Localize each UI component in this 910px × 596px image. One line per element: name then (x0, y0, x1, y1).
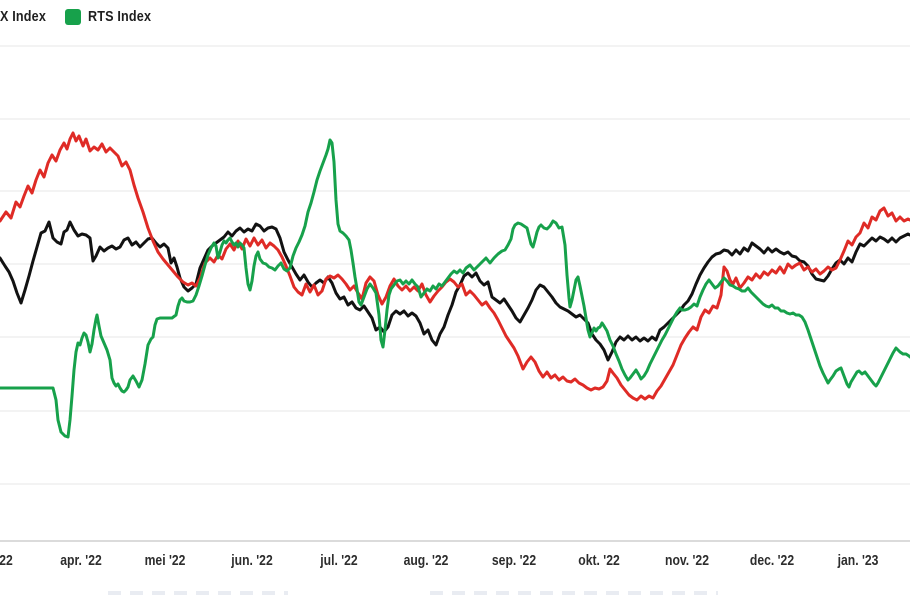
x-tick-label: jan. '23 (837, 553, 879, 569)
legend-label-x-index: X Index (0, 8, 46, 25)
x-tick-label: 22 (0, 553, 13, 569)
legend-item-rts-index[interactable]: RTS Index (64, 8, 163, 25)
legend-item-x-index[interactable]: X Index (0, 8, 55, 25)
x-tick-label: okt. '22 (578, 553, 620, 569)
legend: X Index RTS Index (0, 8, 163, 25)
cropped-caption-remnant (430, 591, 718, 595)
x-axis: 22 apr. '22 mei '22 jun. '22 jul. '22 aug. '2… (0, 553, 910, 575)
series-line-rts-index[interactable] (0, 138, 910, 439)
x-tick-label: mei '22 (144, 553, 186, 569)
series-line-x-index[interactable] (0, 131, 910, 402)
x-tick-label: sep. '22 (491, 553, 537, 569)
legend-swatch-rts-icon (64, 8, 81, 25)
series-line-unlabeled-0[interactable] (0, 220, 910, 362)
x-tick-label: dec. '22 (749, 553, 795, 569)
cropped-caption-remnant (108, 591, 288, 595)
x-tick-label: jun. '22 (231, 553, 273, 569)
legend-label-rts-index: RTS Index (87, 8, 151, 25)
x-tick-label: nov. '22 (665, 553, 709, 569)
x-tick-label: apr. '22 (60, 553, 102, 569)
x-tick-label: aug. '22 (403, 553, 449, 569)
x-tick-label: jul. '22 (320, 553, 358, 569)
